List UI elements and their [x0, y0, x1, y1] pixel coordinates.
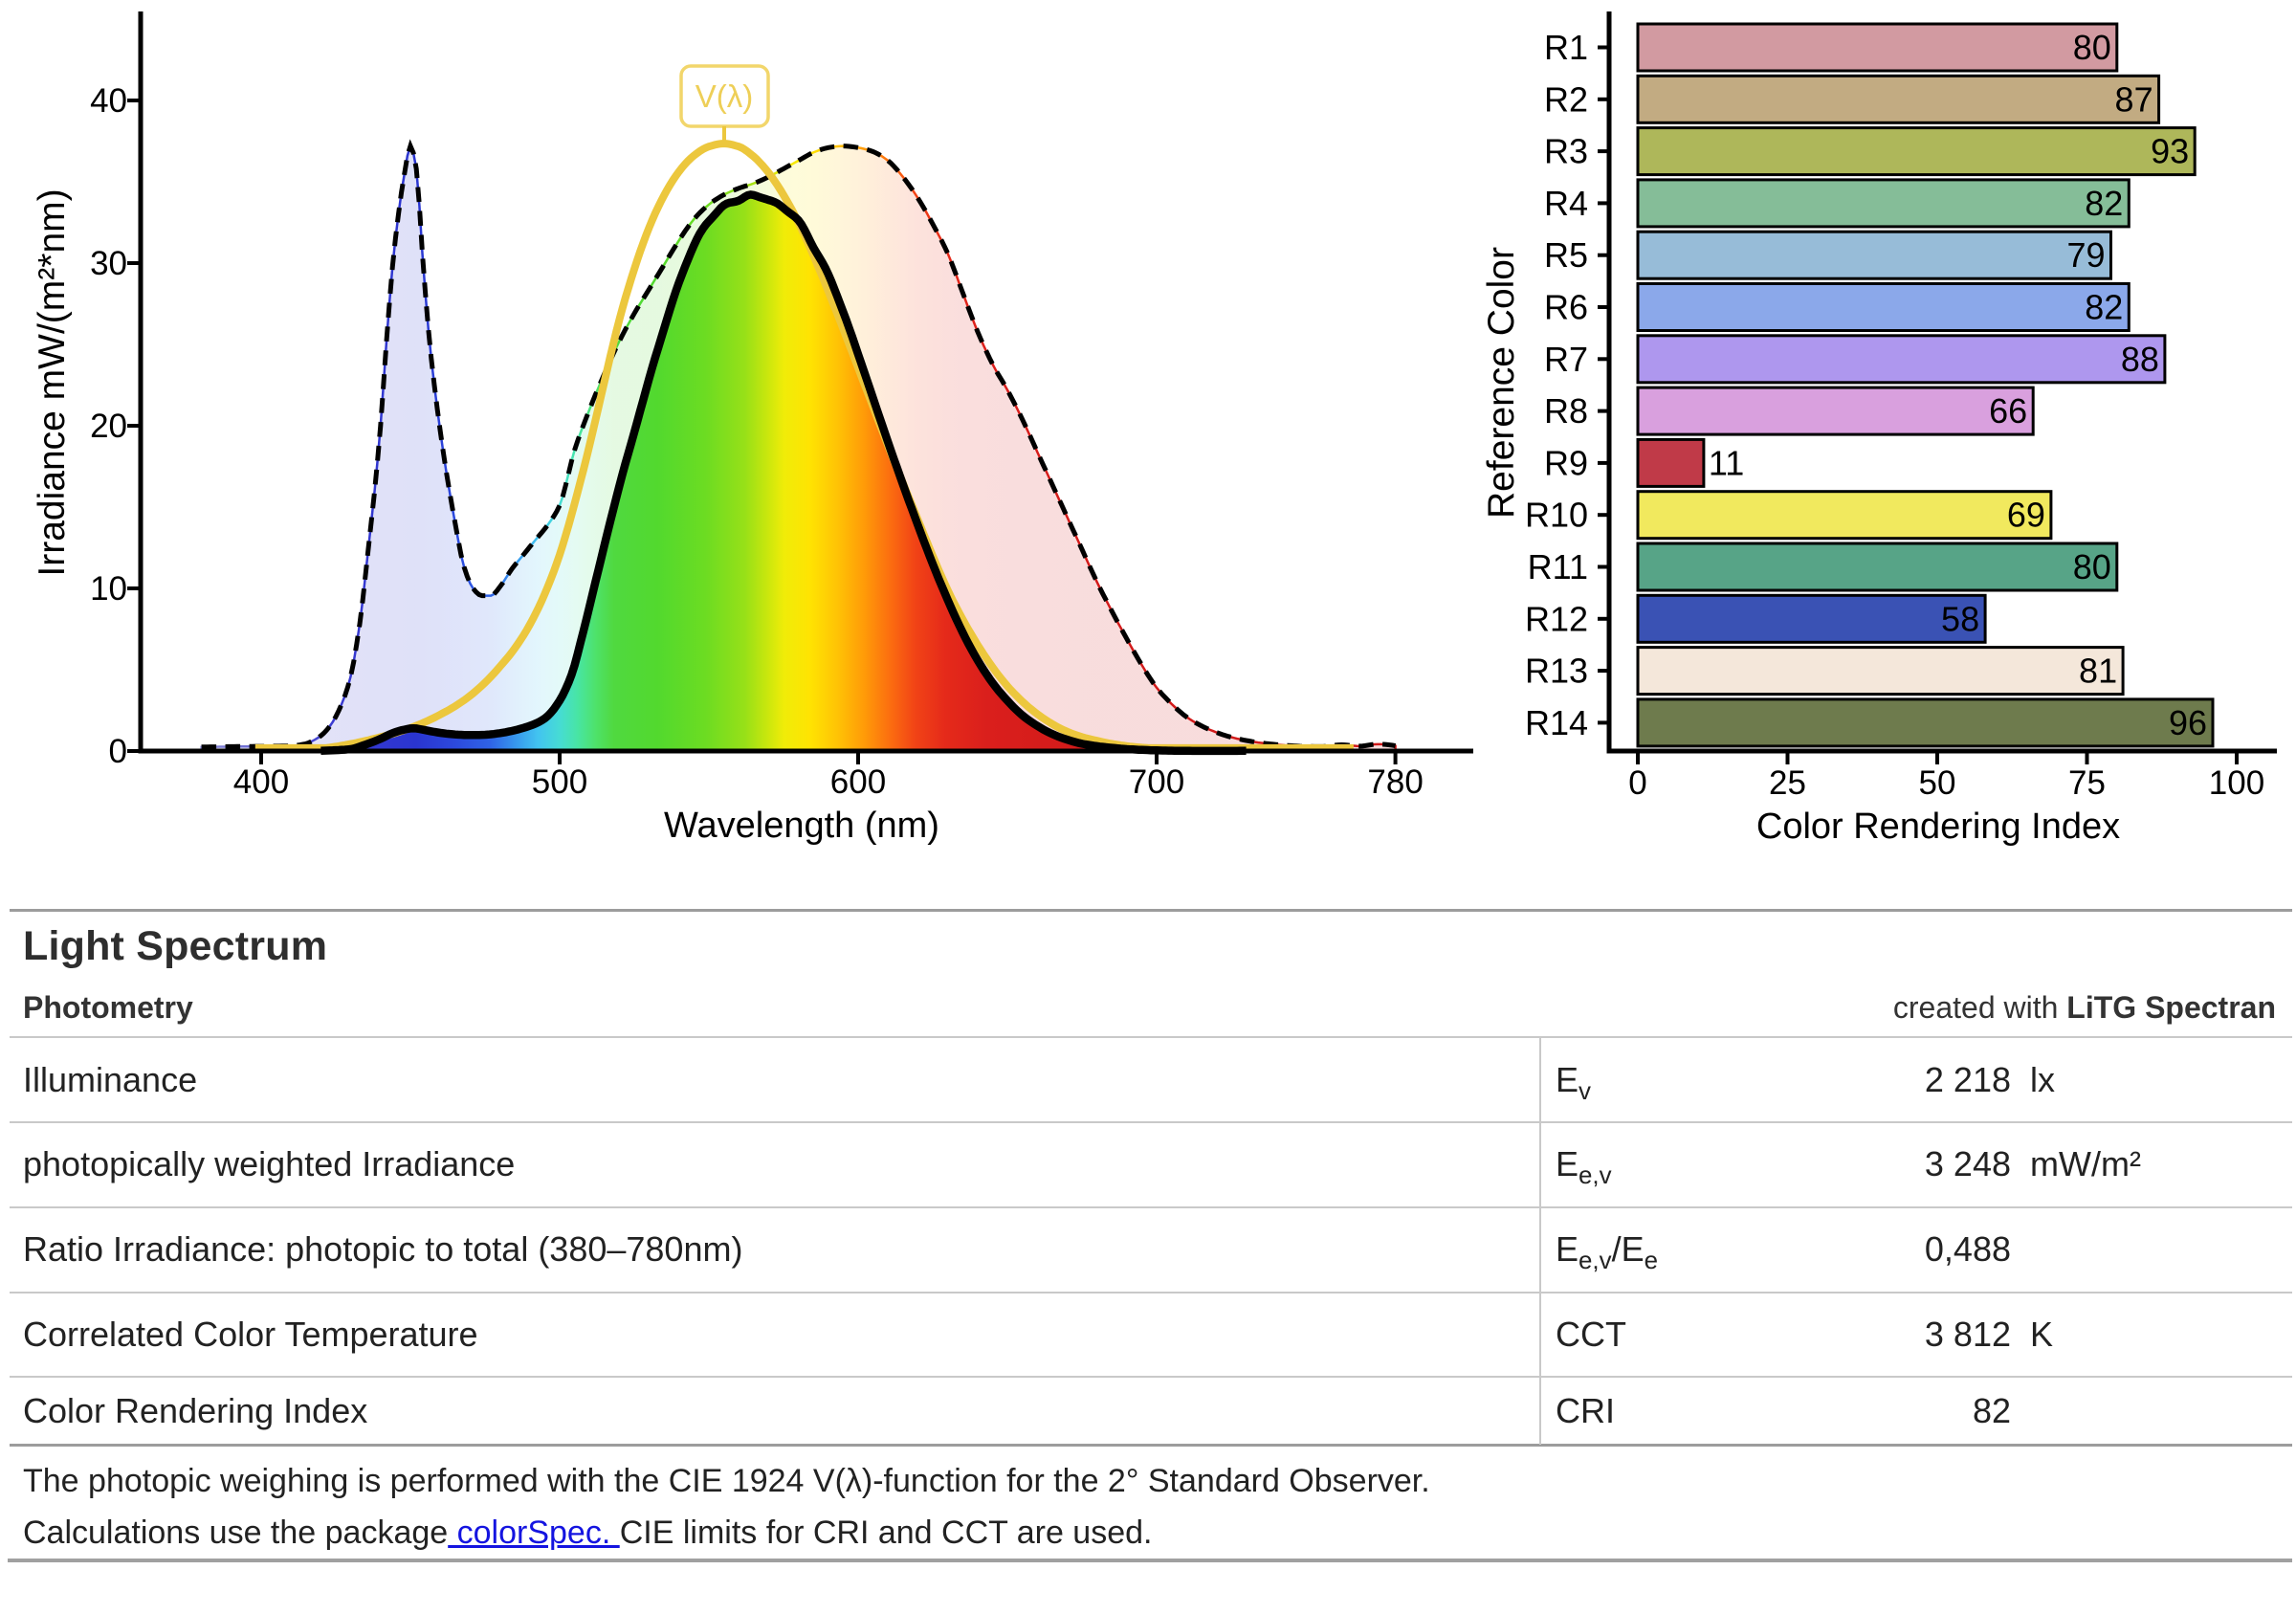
svg-text:20: 20	[90, 408, 127, 445]
svg-text:81: 81	[2079, 652, 2117, 691]
svg-text:100: 100	[2209, 764, 2264, 802]
svg-text:Color Rendering Index: Color Rendering Index	[1756, 807, 2120, 847]
svg-text:87: 87	[2115, 79, 2153, 119]
svg-text:700: 700	[1129, 763, 1184, 801]
svg-text:0: 0	[109, 733, 127, 770]
svg-text:600: 600	[830, 763, 886, 801]
svg-text:66: 66	[1989, 391, 2027, 431]
svg-text:58: 58	[1941, 599, 1979, 638]
svg-text:V(λ): V(λ)	[695, 78, 754, 114]
svg-text:82: 82	[2085, 184, 2123, 223]
svg-text:R4: R4	[1544, 184, 1588, 223]
svg-text:69: 69	[2007, 496, 2045, 535]
svg-text:R10: R10	[1525, 496, 1588, 535]
svg-text:80: 80	[2073, 28, 2111, 67]
svg-text:40: 40	[90, 82, 127, 120]
svg-text:25: 25	[1769, 764, 1806, 802]
svg-text:R14: R14	[1525, 703, 1588, 742]
svg-text:30: 30	[90, 245, 127, 282]
svg-text:88: 88	[2121, 340, 2159, 379]
svg-text:82: 82	[2085, 288, 2123, 327]
svg-text:400: 400	[233, 763, 289, 801]
svg-text:75: 75	[2068, 764, 2106, 802]
svg-text:11: 11	[1709, 443, 1744, 482]
svg-text:R6: R6	[1544, 288, 1588, 327]
svg-text:R1: R1	[1544, 28, 1588, 67]
svg-text:96: 96	[2169, 703, 2207, 742]
svg-text:0: 0	[1628, 764, 1646, 802]
svg-text:R2: R2	[1544, 79, 1588, 119]
svg-text:R9: R9	[1544, 443, 1588, 482]
svg-text:Wavelength (nm): Wavelength (nm)	[664, 806, 939, 846]
svg-text:79: 79	[2066, 235, 2105, 275]
svg-text:R3: R3	[1544, 132, 1588, 171]
svg-text:80: 80	[2073, 547, 2111, 586]
svg-text:Reference Color: Reference Color	[1481, 247, 1522, 519]
svg-text:R7: R7	[1544, 340, 1588, 379]
svg-text:780: 780	[1367, 763, 1423, 801]
svg-text:50: 50	[1919, 764, 1956, 802]
svg-text:R11: R11	[1528, 547, 1588, 586]
svg-text:R13: R13	[1525, 652, 1588, 691]
svg-text:10: 10	[90, 570, 127, 608]
svg-text:R8: R8	[1544, 391, 1588, 431]
svg-text:500: 500	[532, 763, 587, 801]
svg-text:93: 93	[2151, 132, 2189, 171]
svg-text:R5: R5	[1544, 235, 1588, 275]
svg-text:Irradiance mW/(m²*nm): Irradiance mW/(m²*nm)	[32, 188, 73, 576]
svg-text:R12: R12	[1525, 599, 1588, 638]
